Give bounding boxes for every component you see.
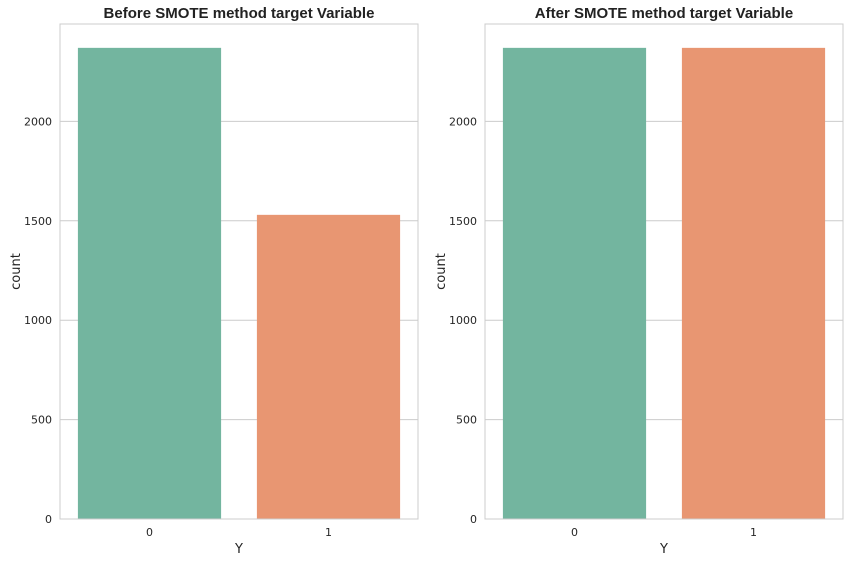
x-tick-label: 0 bbox=[146, 526, 153, 539]
chart-title: Before SMOTE method target Variable bbox=[104, 5, 375, 22]
chart-after-smote: After SMOTE method target Variable Y cou… bbox=[434, 5, 844, 557]
y-tick-label: 500 bbox=[31, 414, 52, 427]
bar-1 bbox=[256, 214, 401, 519]
y-tick-label: 1000 bbox=[449, 314, 477, 327]
y-tick-label: 2000 bbox=[24, 115, 52, 128]
y-tick-label: 1500 bbox=[24, 215, 52, 228]
x-axis-label: Y bbox=[234, 542, 243, 557]
bar-0 bbox=[77, 47, 222, 520]
y-tick-label: 500 bbox=[456, 414, 477, 427]
chart-before-smote: Before SMOTE method target Variable Y co… bbox=[9, 5, 419, 557]
plot-frame bbox=[484, 23, 844, 520]
y-tick-label: 0 bbox=[45, 513, 52, 526]
plot-frame bbox=[59, 23, 419, 520]
y-tick-label: 1000 bbox=[24, 314, 52, 327]
y-tick-label: 0 bbox=[470, 513, 477, 526]
chart-title: After SMOTE method target Variable bbox=[535, 5, 793, 22]
bar-0 bbox=[502, 47, 647, 520]
x-tick-label: 1 bbox=[325, 526, 332, 539]
y-tick-label: 2000 bbox=[449, 115, 477, 128]
bar-1 bbox=[681, 47, 826, 520]
x-axis-label: Y bbox=[659, 542, 668, 557]
y-axis-label: count bbox=[9, 253, 24, 290]
y-tick-label: 1500 bbox=[449, 215, 477, 228]
x-tick-label: 1 bbox=[750, 526, 757, 539]
y-axis-label: count bbox=[434, 253, 449, 290]
x-tick-label: 0 bbox=[571, 526, 578, 539]
